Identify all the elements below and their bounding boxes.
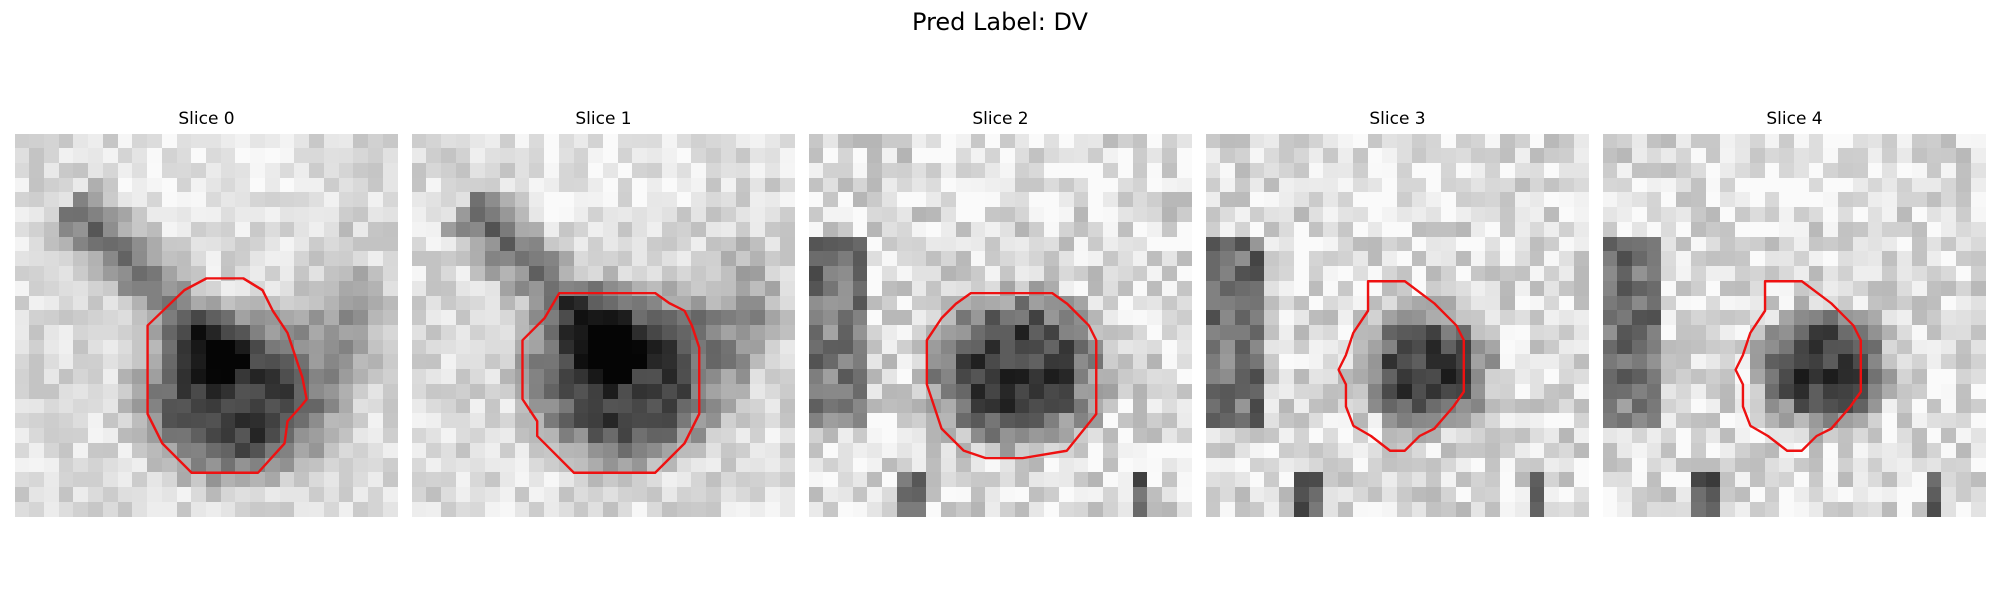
slice-image-3 bbox=[1206, 134, 1589, 517]
slice-image-0 bbox=[15, 134, 398, 517]
slice-title-3: Slice 3 bbox=[1369, 109, 1426, 129]
slice-panel-2: Slice 2 bbox=[809, 108, 1192, 517]
slice-panel-1: Slice 1 bbox=[412, 108, 795, 517]
slice-title-2: Slice 2 bbox=[972, 109, 1029, 129]
slice-title-1: Slice 1 bbox=[575, 109, 632, 129]
slice-panel-0: Slice 0 bbox=[15, 108, 398, 517]
slice-title-4: Slice 4 bbox=[1766, 109, 1823, 129]
slice-panel-3: Slice 3 bbox=[1206, 108, 1589, 517]
slice-image-2 bbox=[809, 134, 1192, 517]
figure-title: Pred Label: DV bbox=[912, 8, 1088, 36]
slice-title-0: Slice 0 bbox=[178, 109, 235, 129]
slice-image-1 bbox=[412, 134, 795, 517]
slice-image-4 bbox=[1603, 134, 1986, 517]
slice-panel-4: Slice 4 bbox=[1603, 108, 1986, 517]
